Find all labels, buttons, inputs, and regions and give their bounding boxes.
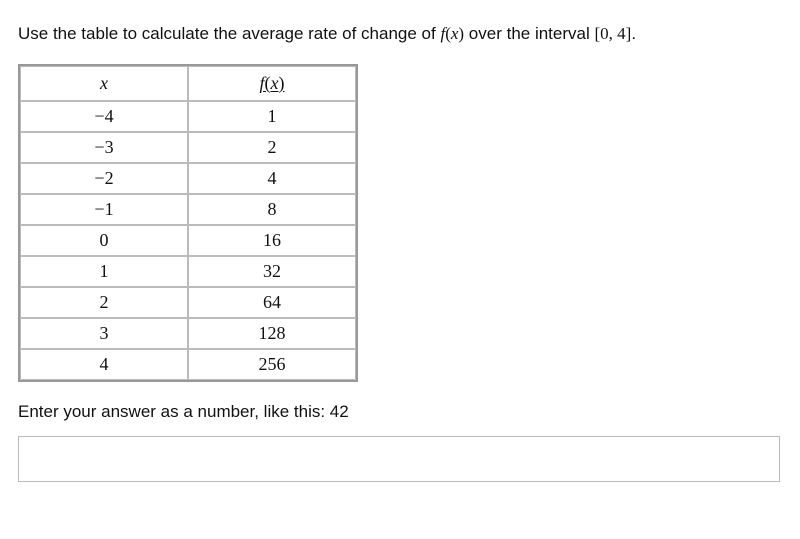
table-row: −32 [20, 132, 356, 163]
table-header-row: x f(x) [20, 66, 356, 101]
cell-x: 0 [20, 225, 188, 256]
cell-fx: 2 [188, 132, 356, 163]
cell-x: 2 [20, 287, 188, 318]
col-header-x: x [20, 66, 188, 101]
cell-fx: 8 [188, 194, 356, 225]
table-row: −18 [20, 194, 356, 225]
col-header-x-label: x [100, 73, 108, 93]
table-body: −41 −32 −24 −18 016 132 264 3128 4256 [20, 101, 356, 380]
table-row: −24 [20, 163, 356, 194]
value-table: x f(x) −41 −32 −24 −18 016 132 264 3128 … [18, 64, 358, 382]
answer-instruction: Enter your answer as a number, like this… [18, 402, 782, 422]
cell-x: 3 [20, 318, 188, 349]
cell-x: −4 [20, 101, 188, 132]
table-row: 016 [20, 225, 356, 256]
prompt-fx: f(x) [440, 24, 464, 43]
table-row: −41 [20, 101, 356, 132]
cell-fx: 16 [188, 225, 356, 256]
cell-x: 4 [20, 349, 188, 380]
prompt-period: . [631, 24, 636, 43]
cell-fx: 256 [188, 349, 356, 380]
question-prompt: Use the table to calculate the average r… [18, 22, 782, 46]
col-header-fx-close: ) [279, 73, 285, 93]
table-row: 4256 [20, 349, 356, 380]
answer-input[interactable] [18, 436, 780, 482]
cell-fx: 64 [188, 287, 356, 318]
table-row: 3128 [20, 318, 356, 349]
cell-x: −3 [20, 132, 188, 163]
col-header-fx-x: x [271, 73, 279, 93]
cell-x: 1 [20, 256, 188, 287]
col-header-fx: f(x) [188, 66, 356, 101]
cell-fx: 128 [188, 318, 356, 349]
prompt-prefix: Use the table to calculate the average r… [18, 24, 440, 43]
cell-fx: 32 [188, 256, 356, 287]
table-row: 264 [20, 287, 356, 318]
cell-fx: 1 [188, 101, 356, 132]
cell-fx: 4 [188, 163, 356, 194]
table-row: 132 [20, 256, 356, 287]
prompt-middle: over the interval [464, 24, 594, 43]
cell-x: −2 [20, 163, 188, 194]
cell-x: −1 [20, 194, 188, 225]
prompt-interval: [0, 4] [594, 24, 631, 43]
